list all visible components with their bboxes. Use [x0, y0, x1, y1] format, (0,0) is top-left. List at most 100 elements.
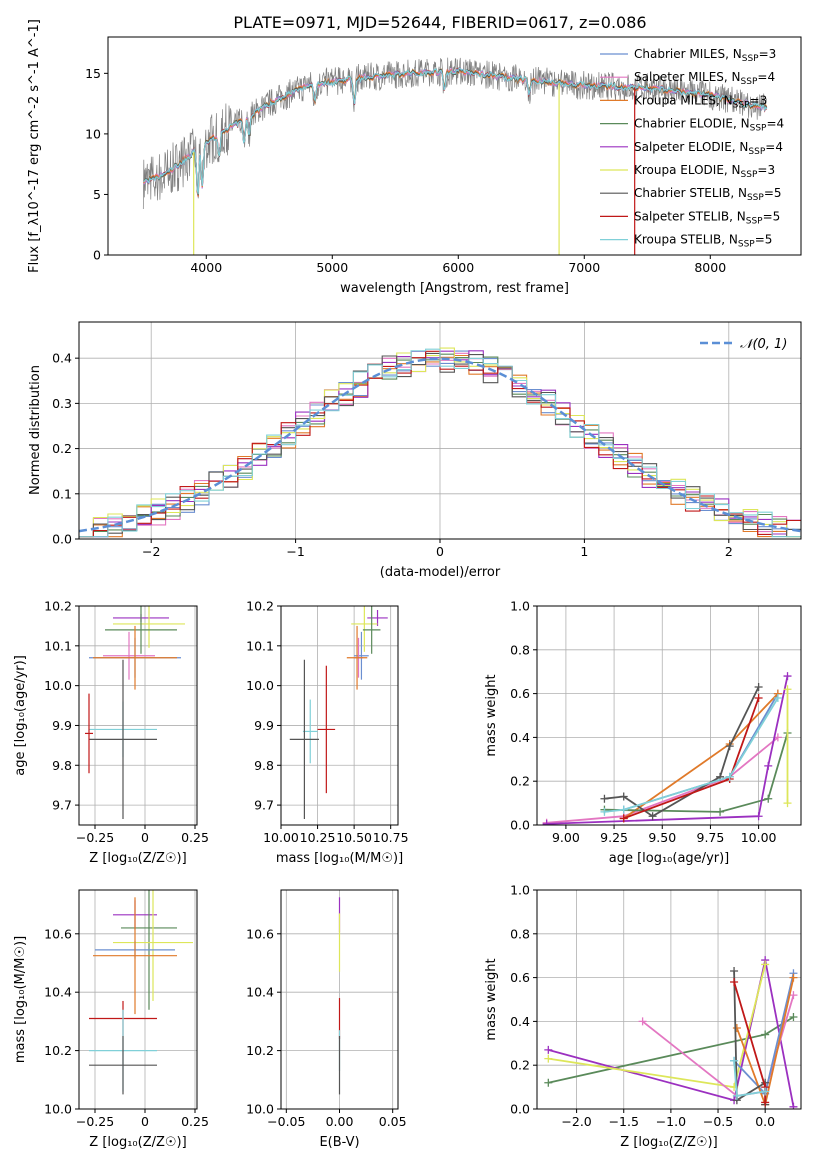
- weight-vs-age-plot-area: [542, 672, 792, 825]
- y-tick-label: 10.0: [44, 678, 72, 693]
- residuals-panel: −2 −1 0 1 2 0.0 0.1 0.2 0.3 0.4 (data-model)/error…: [28, 321, 802, 580]
- errorbar-kroupa-miles: [93, 897, 177, 1015]
- x-tick-label: 0: [436, 544, 444, 559]
- y-tick-label: 9.8: [52, 758, 72, 773]
- legend-entry: 𝒩(0, 1): [740, 337, 787, 352]
- x-tick-label: 1: [580, 544, 588, 559]
- x-tick-label: −0.5: [703, 1114, 733, 1129]
- normal-reference-curve: [79, 357, 801, 533]
- weight-line: [548, 964, 767, 1089]
- y-tick-label: 10.0: [246, 1102, 274, 1117]
- age-vs-mass-plot-area: [289, 606, 388, 820]
- x-tick-label: 10.75: [373, 830, 409, 845]
- weight-marker: [619, 814, 628, 823]
- y-tick-label: 10.1: [246, 638, 274, 653]
- x-tick-label: 2: [725, 544, 733, 559]
- y-tick-label: 0.0: [510, 1102, 530, 1117]
- weight-marker: [716, 807, 725, 816]
- y-tick-label: 9.8: [254, 758, 274, 773]
- y-tick-label: 0.6: [510, 686, 530, 701]
- weight-marker: [773, 693, 782, 702]
- y-axis-label: mass [log₁₀(M/M☉)]: [13, 936, 28, 1063]
- errorbar-kroupa-elodie: [113, 606, 185, 648]
- y-tick-label: 0.8: [510, 642, 530, 657]
- weight-marker: [638, 1017, 647, 1026]
- errorbar-kroupa-miles: [346, 625, 368, 690]
- weight-marker: [754, 693, 763, 702]
- legend-entry: Salpeter MILES, NSSP=4: [634, 70, 775, 87]
- residuals-plot-area: [79, 347, 801, 538]
- y-axis-label: Flux [f_λ10^-17 erg cm^-2 s^-1 A^-1]: [27, 19, 42, 273]
- x-tick-label: 9.75: [697, 830, 725, 845]
- y-tick-label: 10.2: [44, 599, 72, 614]
- errorbar-salpeter-stelib: [85, 693, 93, 774]
- x-tick-label: −1.5: [609, 1114, 639, 1129]
- errorbar-salpeter-elodie: [367, 609, 388, 626]
- y-tick-label: 15: [85, 66, 101, 81]
- x-tick-label: −1: [286, 544, 304, 559]
- y-tick-label: 10.2: [246, 599, 274, 614]
- weight-marker: [725, 742, 734, 751]
- weight-marker: [761, 1030, 770, 1039]
- y-axis-label: Normed distribution: [28, 365, 43, 495]
- axes-frame: [280, 605, 399, 826]
- weight-marker: [789, 1013, 798, 1022]
- spectrum-plot-area: [142, 57, 768, 255]
- y-tick-label: 5: [93, 187, 101, 202]
- legend-entry: Salpeter ELODIE, NSSP=4: [634, 140, 783, 157]
- weight-line: [623, 697, 760, 820]
- y-tick-label: 0.2: [52, 441, 72, 456]
- y-axis-label: mass weight: [484, 958, 499, 1040]
- x-tick-label: −2: [142, 544, 160, 559]
- weight-marker: [764, 761, 773, 770]
- x-tick-label: −0.25: [76, 1114, 114, 1129]
- x-axis-label: E(B-V): [319, 1135, 359, 1150]
- y-tick-label: 10.1: [44, 638, 72, 653]
- y-tick-label: 10.4: [44, 985, 72, 1000]
- weight-series-chabrier-miles: [619, 689, 782, 814]
- errorbar-kroupa-stelib: [302, 699, 318, 764]
- y-tick-label: 1.0: [510, 599, 530, 614]
- errorbar-chabrier-elodie: [121, 890, 177, 1010]
- x-tick-label: 9.00: [552, 830, 580, 845]
- weight-marker: [730, 1056, 739, 1065]
- y-tick-label: 10.4: [246, 985, 274, 1000]
- weight-series-kroupa-elodie: [544, 960, 770, 1092]
- weight-marker: [600, 807, 609, 816]
- weight-marker: [544, 1054, 553, 1063]
- legend-entry: Chabrier MILES, NSSP=3: [634, 47, 776, 64]
- weight-marker: [764, 794, 773, 803]
- errorbar-chabrier-elodie: [362, 606, 381, 654]
- x-tick-label: 4000: [190, 260, 222, 275]
- weight-marker: [600, 794, 609, 803]
- y-axis-label: mass weight: [484, 674, 499, 756]
- y-tick-label: 10: [85, 126, 101, 141]
- axes-frame: [78, 605, 198, 826]
- weight-marker: [783, 799, 792, 808]
- weight-marker: [542, 819, 551, 825]
- mass-vs-ebv-panel: −0.05 0.00 0.05 10.0 10.2 10.4 10.6 E(B-V): [246, 889, 407, 1150]
- y-tick-label: 0.4: [52, 351, 72, 366]
- x-axis-label: mass [log₁₀(M/M☉)]: [276, 851, 403, 866]
- x-tick-label: 9.50: [648, 830, 676, 845]
- weight-vs-Z-panel: −2.0 −1.5 −1.0 −0.5 0.0 0.0 0.2 0.4 0.6 0.8 1.0 Z […: [484, 883, 802, 1150]
- x-tick-label: 0.00: [326, 1114, 354, 1129]
- axes-frame: [107, 36, 802, 256]
- weight-marker: [732, 1023, 741, 1032]
- y-tick-label: 0.2: [510, 1058, 530, 1073]
- weight-marker: [761, 1087, 770, 1096]
- weight-marker: [783, 685, 792, 694]
- legend-entry: Kroupa ELODIE, NSSP=3: [634, 163, 775, 180]
- y-tick-label: 0.3: [52, 396, 72, 411]
- y-tick-label: 0.4: [510, 1014, 530, 1029]
- legend-entry: Kroupa MILES, NSSP=3: [634, 93, 767, 110]
- weight-marker: [761, 960, 770, 969]
- y-tick-label: 0.0: [52, 532, 72, 547]
- y-tick-label: 0: [93, 248, 101, 263]
- x-tick-label: 0: [141, 830, 149, 845]
- x-axis-label: age [log₁₀(age/yr)]: [609, 851, 730, 866]
- errorbar-chabrier-stelib: [89, 1036, 157, 1095]
- weight-line: [546, 736, 779, 824]
- model-spectrum-kroupa-stelib: [143, 67, 768, 195]
